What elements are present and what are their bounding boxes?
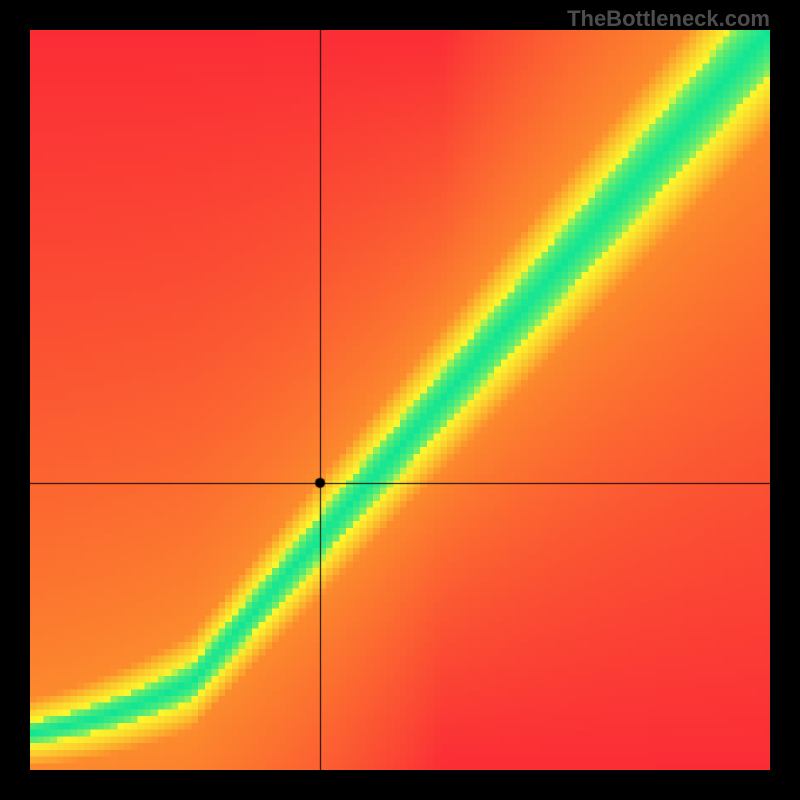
chart-container: TheBottleneck.com xyxy=(0,0,800,800)
crosshair-overlay xyxy=(30,30,770,770)
watermark-text: TheBottleneck.com xyxy=(567,6,770,32)
